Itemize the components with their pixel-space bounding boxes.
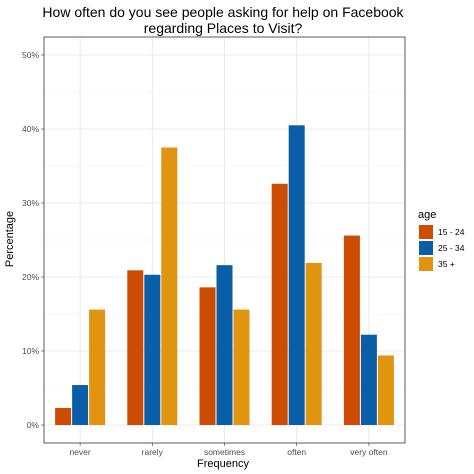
bar-35-often bbox=[305, 262, 322, 425]
y-tick-label: 10% bbox=[22, 346, 39, 356]
chart-title-line-1: How often do you see people asking for h… bbox=[42, 4, 404, 20]
legend-swatch bbox=[419, 225, 433, 239]
x-tick-label: never bbox=[69, 447, 90, 457]
legend: age 15 - 24 25 - 34 35 + bbox=[418, 209, 465, 271]
x-tick-label: very often bbox=[350, 447, 388, 457]
bar-25-34-very-often bbox=[360, 334, 377, 425]
y-tick-label: 50% bbox=[22, 50, 39, 60]
y-tick-label: 40% bbox=[22, 124, 39, 134]
bar-25-34-never bbox=[72, 385, 89, 425]
bar-35-very-often bbox=[377, 355, 394, 425]
plot-area: 0% 10% 20% 30% 40% 50% never rarely sometimes oft… bbox=[22, 36, 406, 457]
bar-15-24-often bbox=[271, 183, 288, 425]
bar-15-24-sometimes bbox=[199, 287, 216, 425]
bar-25-34-often bbox=[288, 125, 305, 426]
legend-swatch bbox=[419, 241, 433, 255]
legend-label: 35 + bbox=[438, 259, 455, 269]
bar-25-34-sometimes bbox=[216, 265, 233, 425]
bar-35-sometimes bbox=[233, 309, 250, 425]
bar-15-24-very-often bbox=[343, 235, 360, 425]
y-tick-label: 30% bbox=[22, 198, 39, 208]
legend-label: 15 - 24 bbox=[438, 227, 465, 237]
legend-label: 25 - 34 bbox=[438, 243, 465, 253]
bar-15-24-rarely bbox=[127, 270, 144, 425]
bar-15-24-never bbox=[55, 407, 72, 425]
legend-swatch bbox=[419, 257, 433, 271]
legend-title: age bbox=[418, 209, 436, 221]
y-tick-label: 0% bbox=[27, 420, 40, 430]
bar-35-rarely bbox=[161, 147, 178, 425]
x-tick-label: sometimes bbox=[204, 447, 245, 457]
y-axis-title: Percentage bbox=[4, 211, 16, 267]
x-tick-label: rarely bbox=[142, 447, 164, 457]
bar-35-never bbox=[89, 309, 106, 425]
chart-title-line-2: regarding Places to Visit? bbox=[144, 20, 303, 36]
y-tick-label: 20% bbox=[22, 272, 39, 282]
bar-25-34-rarely bbox=[144, 274, 161, 425]
x-axis-title: Frequency bbox=[197, 458, 249, 470]
panel-border bbox=[43, 36, 406, 444]
x-tick-label: often bbox=[287, 447, 306, 457]
